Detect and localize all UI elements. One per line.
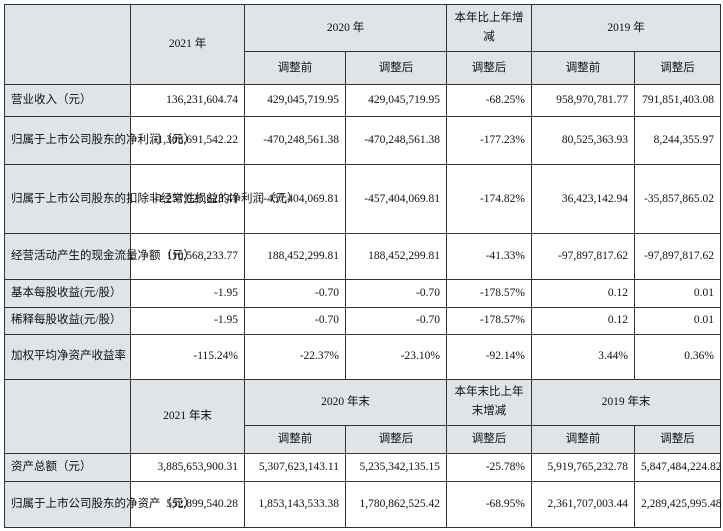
cell-2020-after: -0.70 <box>345 306 447 335</box>
row-label: 营业收入（元） <box>4 84 131 118</box>
table-row: 资产总额（元） 3,885,653,900.31 5,307,623,143.1… <box>4 452 722 482</box>
table-row: 营业收入（元） 136,231,604.74 429,045,719.95 42… <box>4 84 721 118</box>
cell-2019-before: 3.44% <box>531 333 635 380</box>
row-label: 归属于上市公司股东的扣除非经常性损益的净利润（元） <box>4 164 299 235</box>
subheader-2019-before: 调整前 <box>531 51 635 86</box>
cell-2019-after: -97,897,817.62 <box>634 233 721 281</box>
row-label: 经营活动产生的现金流量净额（元） <box>4 233 195 281</box>
cell-change: -92.14% <box>446 333 532 380</box>
cell-2021: 110,568,233.77 <box>130 233 245 281</box>
cell-2020-after: 5,235,342,135.15 <box>345 452 447 482</box>
header-2020-end: 2020 年末 <box>244 378 447 426</box>
header-row-4: 调整前 调整后 调整后 调整前 调整后 <box>5 424 721 454</box>
cell-change: -177.23% <box>446 116 532 166</box>
cell-2020-after: 1,780,862,525.42 <box>345 480 447 529</box>
cell-2021: -115.24% <box>130 333 245 380</box>
cell-2021: 552,899,540.28 <box>130 480 245 529</box>
cell-2020-before: 429,045,719.95 <box>244 84 346 118</box>
table-row: 稀释每股收益(元/股） -1.95 -0.70 -0.70 -178.57% 0… <box>4 306 721 335</box>
cell-2020-before: 1,853,143,533.38 <box>244 480 346 529</box>
cell-2020-after: 429,045,719.95 <box>345 84 447 118</box>
cell-2020-after: -0.70 <box>345 279 447 308</box>
financial-summary-table: 2021 年 2020 年 本年比上年增减 2019 年 调整前 调整后 调整后… <box>4 3 722 529</box>
subheader-2019-after: 调整后 <box>634 424 721 454</box>
row-label: 基本每股收益(元/股） <box>4 279 131 308</box>
cell-change: -178.57% <box>446 279 532 308</box>
cell-2019-before: 958,970,781.77 <box>531 84 635 118</box>
table-row: 归属于上市公司股东的扣除非经常性损益的净利润（元） -1,257,025,823… <box>4 164 721 235</box>
cell-2020-after: 188,452,299.81 <box>345 233 447 281</box>
cell-2020-before: -457,404,069.81 <box>244 164 346 235</box>
cell-change: -68.95% <box>446 480 532 529</box>
cell-2019-after: 8,244,355.97 <box>634 116 721 166</box>
cell-change: -174.82% <box>446 164 532 235</box>
cell-change: -68.25% <box>446 84 532 118</box>
cell-2019-before: 80,525,363.93 <box>531 116 635 166</box>
subheader-change: 调整后 <box>446 51 532 86</box>
cell-change: -41.33% <box>446 233 532 281</box>
header-blank <box>4 378 131 454</box>
cell-2019-before: 0.12 <box>531 279 635 308</box>
cell-2019-before: 36,423,142.94 <box>531 164 635 235</box>
row-label: 稀释每股收益(元/股） <box>4 306 131 335</box>
subheader-2019-after: 调整后 <box>634 51 721 86</box>
header-2021-end: 2021 年末 <box>130 378 245 454</box>
cell-2020-before: -0.70 <box>244 279 346 308</box>
cell-2019-before: 0.12 <box>531 306 635 335</box>
cell-2021: 3,885,653,900.31 <box>130 452 245 482</box>
subheader-change: 调整后 <box>446 424 532 454</box>
header-change: 本年比上年增减 <box>446 3 532 53</box>
cell-2020-after: -23.10% <box>345 333 447 380</box>
cell-2021: -1.95 <box>130 279 245 308</box>
cell-2019-after: 0.36% <box>634 333 721 380</box>
cell-2019-after: 791,851,403.08 <box>634 84 721 118</box>
header-blank <box>4 3 131 86</box>
row-label: 归属于上市公司股东的净资产（元） <box>4 480 195 529</box>
subheader-2020-after: 调整后 <box>345 51 447 86</box>
cell-2019-before: -97,897,817.62 <box>531 233 635 281</box>
cell-2021: -1,257,025,823.41 <box>130 164 245 235</box>
header-row-2: 调整前 调整后 调整后 调整前 调整后 <box>5 51 721 86</box>
table-row: 经营活动产生的现金流量净额（元） 110,568,233.77 188,452,… <box>4 233 721 281</box>
cell-2019-after: 0.01 <box>634 279 721 308</box>
header-2019-end: 2019 年末 <box>531 378 721 426</box>
row-label: 加权平均净资产收益率 <box>4 333 131 380</box>
header-row-1: 2021 年 2020 年 本年比上年增减 2019 年 <box>4 3 721 86</box>
cell-2020-before: 188,452,299.81 <box>244 233 346 281</box>
table-row: 归属于上市公司股东的净利润（元） -1,303,691,542.22 -470,… <box>4 116 721 166</box>
cell-change: -25.78% <box>446 452 532 482</box>
cell-2021: -1.95 <box>130 306 245 335</box>
header-2020: 2020 年 <box>244 3 447 53</box>
header-change-end: 本年末比上年末增减 <box>446 378 532 426</box>
subheader-2020-before: 调整前 <box>244 424 346 454</box>
cell-2020-before: -0.70 <box>244 306 346 335</box>
cell-2020-before: -470,248,561.38 <box>244 116 346 166</box>
cell-2020-after: -457,404,069.81 <box>345 164 447 235</box>
row-label: 归属于上市公司股东的净利润（元） <box>4 116 195 166</box>
cell-2020-before: -22.37% <box>244 333 346 380</box>
table-row: 加权平均净资产收益率 -115.24% -22.37% -23.10% -92.… <box>4 333 721 380</box>
cell-2019-after: 0.01 <box>634 306 721 335</box>
subheader-2020-after: 调整后 <box>345 424 447 454</box>
cell-2019-before: 5,919,765,232.78 <box>531 452 635 482</box>
cell-2019-after: -35,857,865.02 <box>634 164 721 235</box>
table-row: 归属于上市公司股东的净资产（元） 552,899,540.28 1,853,14… <box>4 480 722 529</box>
subheader-2019-before: 调整前 <box>531 424 635 454</box>
row-label: 资产总额（元） <box>4 452 131 482</box>
cell-change: -178.57% <box>446 306 532 335</box>
cell-2019-after: 2,289,425,995.48 <box>634 480 722 529</box>
cell-2021: 136,231,604.74 <box>130 84 245 118</box>
cell-2020-before: 5,307,623,143.11 <box>244 452 346 482</box>
header-2021: 2021 年 <box>130 3 245 86</box>
cell-2019-before: 2,361,707,003.44 <box>531 480 635 529</box>
table-row: 基本每股收益(元/股） -1.95 -0.70 -0.70 -178.57% 0… <box>4 279 721 308</box>
header-row-3: 2021 年末 2020 年末 本年末比上年末增减 2019 年末 <box>4 378 721 454</box>
cell-2019-after: 5,847,484,224.82 <box>634 452 722 482</box>
cell-2020-after: -470,248,561.38 <box>345 116 447 166</box>
subheader-2020-before: 调整前 <box>244 51 346 86</box>
header-2019: 2019 年 <box>531 3 721 53</box>
